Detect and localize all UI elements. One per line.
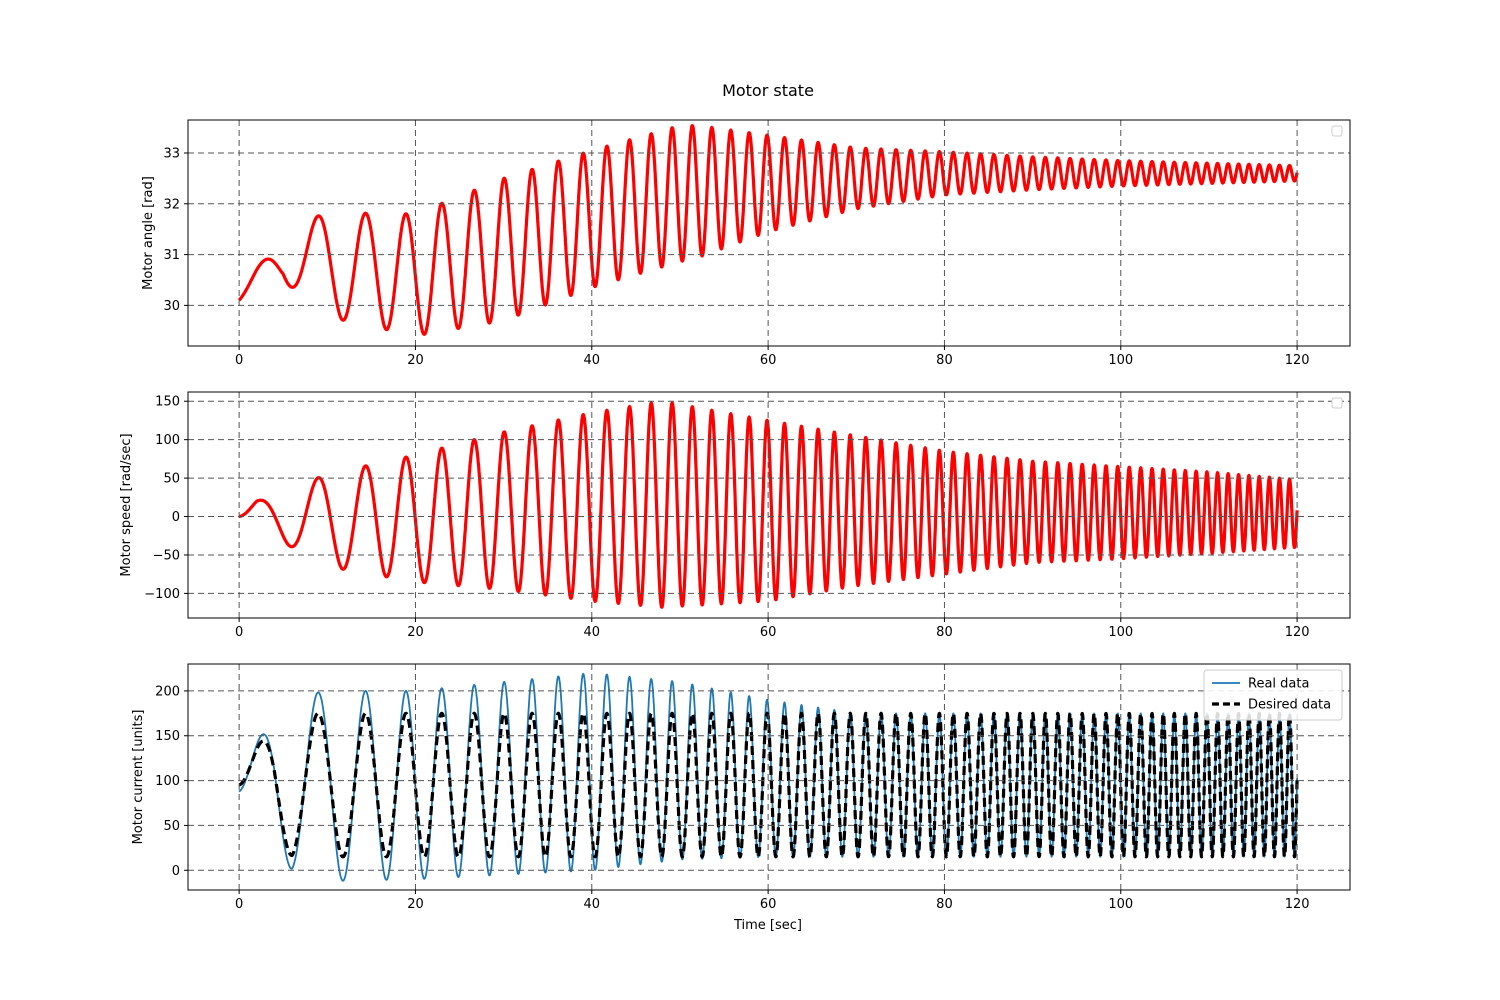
y-tick-label: −100 <box>144 587 180 602</box>
x-tick-label: 80 <box>936 897 953 912</box>
legend-label: Desired data <box>1248 698 1331 713</box>
x-tick-label: 120 <box>1285 353 1310 368</box>
axes-frame <box>187 391 1351 619</box>
x-tick-label: 0 <box>235 625 243 640</box>
y-tick-label: 32 <box>163 197 180 212</box>
y-axis-label: Motor speed [rad/sec] <box>119 433 134 576</box>
x-tick-label: 120 <box>1285 625 1310 640</box>
legend-box <box>1331 397 1343 409</box>
x-axis-label: Time [sec] <box>733 918 802 933</box>
angle-subplot: 0 20 40 60 80 100 120 30 31 32 33 Motor angle [rad] <box>141 119 1351 368</box>
figure-title: Motor state <box>722 81 814 100</box>
y-tick-label: 100 <box>155 433 180 448</box>
x-tick-label: 100 <box>1108 897 1133 912</box>
x-tick-label: 60 <box>760 625 777 640</box>
x-tick-label: 80 <box>936 625 953 640</box>
legend: Real data Desired data <box>1203 669 1343 721</box>
x-tick-label: 0 <box>235 353 243 368</box>
x-tick-label: 120 <box>1285 897 1310 912</box>
y-tick-label: 150 <box>155 729 180 744</box>
x-tick-label: 0 <box>235 897 243 912</box>
y-tick-label: 33 <box>163 147 180 162</box>
axes-frame <box>187 663 1351 891</box>
x-tick-label: 40 <box>584 897 601 912</box>
y-tick-label: 200 <box>155 684 180 699</box>
x-tick-label: 100 <box>1108 625 1133 640</box>
y-tick-label: 0 <box>172 864 180 879</box>
x-tick-label: 60 <box>760 897 777 912</box>
y-tick-label: −50 <box>153 548 180 563</box>
grid <box>188 664 1350 890</box>
x-tick-label: 20 <box>407 625 424 640</box>
legend-box <box>1331 125 1343 137</box>
y-axis-label: Motor current [units] <box>131 710 146 845</box>
axes-frame <box>187 119 1351 347</box>
x-tick-label: 20 <box>407 897 424 912</box>
speed-subplot: 0 20 40 60 80 100 120 −100 −50 0 50 100 150 Motor spe… <box>119 391 1351 640</box>
x-tick-label: 100 <box>1108 353 1133 368</box>
y-tick-label: 50 <box>163 819 180 834</box>
y-axis-label: Motor angle [rad] <box>141 176 156 290</box>
y-tick-label: 30 <box>163 299 180 314</box>
x-tick-label: 60 <box>760 353 777 368</box>
current-subplot: 0 20 40 60 80 100 120 0 50 100 150 200 Motor current… <box>131 663 1351 912</box>
x-tick-label: 80 <box>936 353 953 368</box>
y-tick-label: 31 <box>163 248 180 263</box>
y-tick-label: 100 <box>155 774 180 789</box>
legend <box>1331 397 1343 409</box>
x-tick-label: 40 <box>584 625 601 640</box>
grid <box>188 120 1350 346</box>
grid <box>188 392 1350 618</box>
legend-label: Real data <box>1248 677 1309 692</box>
x-tick-label: 40 <box>584 353 601 368</box>
y-tick-label: 50 <box>163 472 180 487</box>
y-tick-label: 150 <box>155 395 180 410</box>
legend <box>1331 125 1343 137</box>
y-tick-label: 0 <box>172 510 180 525</box>
x-tick-label: 20 <box>407 353 424 368</box>
